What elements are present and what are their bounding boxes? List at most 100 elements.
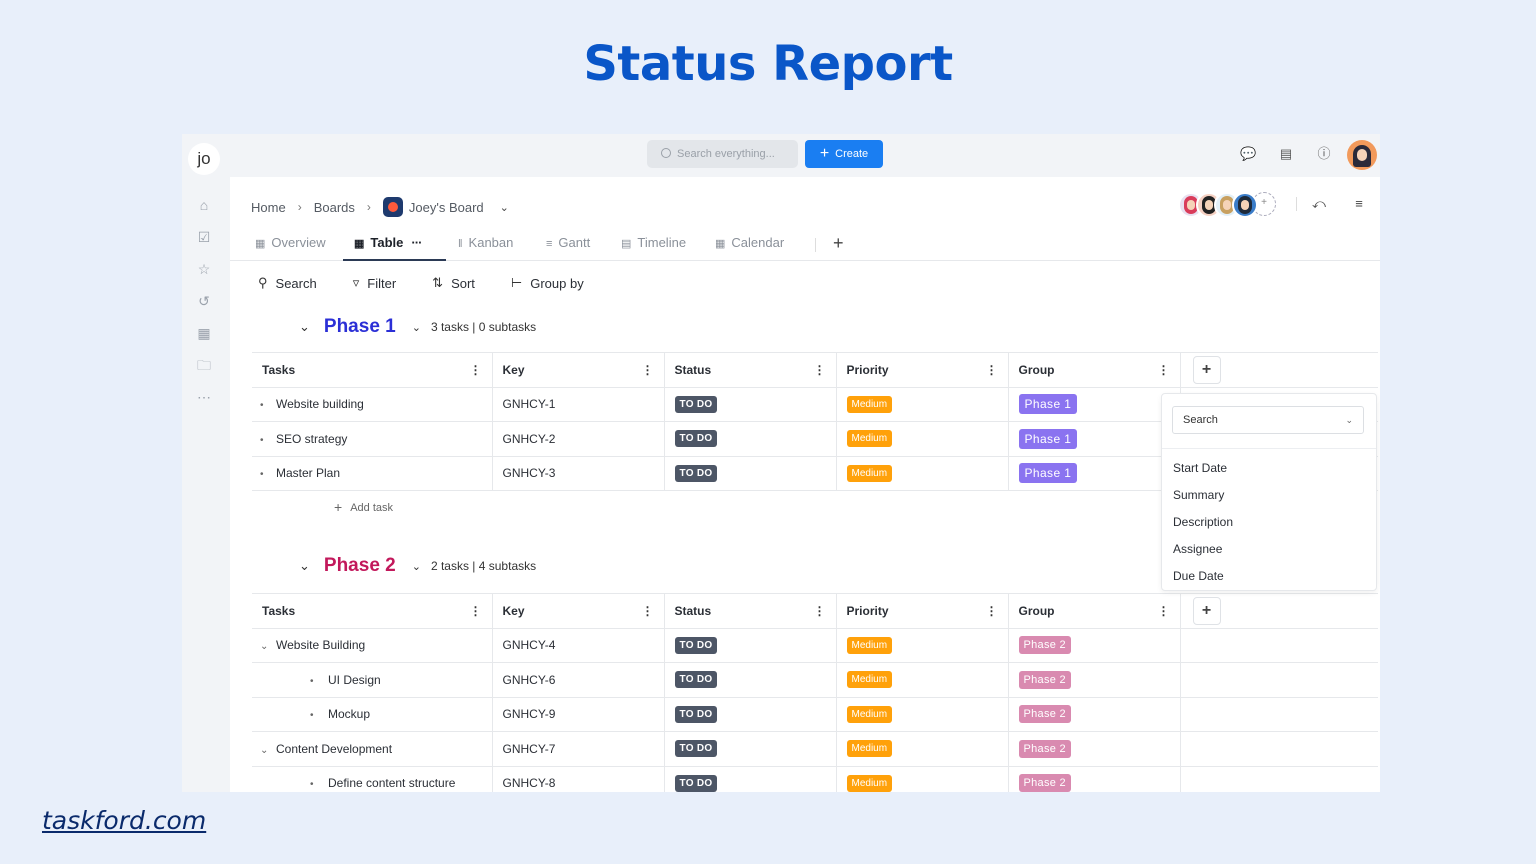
group-badge[interactable]: Phase 2 bbox=[1018, 739, 1071, 758]
share-icon[interactable]: ⤺ bbox=[1312, 196, 1326, 211]
column-header-status[interactable]: Status ⋮ bbox=[664, 593, 837, 629]
chevron-down-icon[interactable]: ⌄ bbox=[299, 319, 310, 334]
group-badge[interactable]: Phase 2 bbox=[1018, 705, 1071, 724]
priority-badge[interactable]: Medium bbox=[846, 636, 893, 654]
kebab-menu-icon[interactable]: ⋮ bbox=[1157, 603, 1170, 618]
footer-link[interactable]: taskford.com bbox=[42, 806, 207, 835]
kebab-menu-icon[interactable]: ⋮ bbox=[813, 603, 826, 618]
column-header-tasks[interactable]: Tasks ⋮ bbox=[252, 593, 493, 629]
more-icon[interactable]: ··· bbox=[411, 235, 422, 250]
group-badge[interactable]: Phase 2 bbox=[1018, 670, 1071, 689]
column-header-key[interactable]: Key ⋮ bbox=[492, 593, 665, 629]
kebab-menu-icon[interactable]: ⋮ bbox=[1157, 362, 1170, 377]
phase-2-title[interactable]: Phase 2 bbox=[323, 555, 396, 576]
priority-badge[interactable]: Medium bbox=[846, 430, 893, 448]
dropdown-item-assignee[interactable]: Assignee bbox=[1173, 542, 1223, 556]
status-badge[interactable]: TO DO bbox=[674, 395, 718, 413]
chat-icon[interactable]: 💬 bbox=[1240, 146, 1257, 161]
priority-badge[interactable]: Medium bbox=[846, 740, 893, 758]
column-header-tasks[interactable]: Tasks ⋮ bbox=[252, 352, 493, 388]
chevron-down-icon[interactable]: ⌄ bbox=[260, 744, 269, 756]
column-header-priority[interactable]: Priority ⋮ bbox=[836, 593, 1009, 629]
breadcrumb-board[interactable]: Joey's Board bbox=[408, 199, 484, 215]
filter-button[interactable]: ▿ Filter bbox=[353, 275, 396, 291]
workspace-badge[interactable]: jo bbox=[188, 143, 220, 175]
table-row[interactable]: ⌄ Content Development GNHCY-7 TO DO Mediu… bbox=[252, 731, 1378, 767]
task-name[interactable]: SEO strategy bbox=[276, 431, 348, 446]
dropdown-item-description[interactable]: Description bbox=[1173, 515, 1234, 529]
kebab-menu-icon[interactable]: ⋮ bbox=[641, 603, 654, 618]
kebab-menu-icon[interactable]: ⋮ bbox=[469, 603, 482, 618]
more-icon[interactable]: ⋯ bbox=[197, 389, 211, 405]
create-button[interactable]: + Create bbox=[805, 140, 883, 168]
dropdown-item-start-date[interactable]: Start Date bbox=[1173, 461, 1228, 475]
user-avatar[interactable] bbox=[1347, 140, 1377, 170]
status-badge[interactable]: TO DO bbox=[674, 430, 718, 448]
chevron-down-icon[interactable]: ⌄ bbox=[411, 560, 421, 573]
tab-kanban[interactable]: ‖ Kanban bbox=[458, 229, 513, 261]
home-icon[interactable]: ⌂ bbox=[199, 197, 209, 213]
tab-table[interactable]: ▦ Table ··· bbox=[343, 229, 446, 261]
task-name[interactable]: Website Building bbox=[276, 638, 366, 653]
tab-timeline[interactable]: ▤ Timeline bbox=[621, 229, 686, 261]
status-badge[interactable]: TO DO bbox=[674, 671, 718, 689]
tasks-icon[interactable]: ☑ bbox=[197, 229, 211, 245]
table-row[interactable]: ⌄ Website Building GNHCY-4 TO DO Medium P… bbox=[252, 628, 1378, 663]
group-badge[interactable]: Phase 2 bbox=[1018, 774, 1071, 792]
inbox-icon[interactable]: ▤ bbox=[1279, 146, 1293, 161]
table-row[interactable]: • UI Design GNHCY-6 TO DO Medium Phase 2 bbox=[252, 662, 1378, 698]
member-avatars[interactable]: + bbox=[1178, 192, 1276, 218]
column-header-status[interactable]: Status ⋮ bbox=[664, 352, 837, 388]
kebab-menu-icon[interactable]: ⋮ bbox=[641, 362, 654, 377]
table-row[interactable]: • Mockup GNHCY-9 TO DO Medium Phase 2 bbox=[252, 697, 1378, 732]
chevron-down-icon[interactable]: ⌄ bbox=[260, 641, 269, 653]
status-badge[interactable]: TO DO bbox=[674, 636, 718, 654]
add-task-button[interactable]: + Add task bbox=[334, 499, 393, 515]
kebab-menu-icon[interactable]: ⋮ bbox=[813, 362, 826, 377]
chevron-down-icon[interactable]: ⌄ bbox=[411, 321, 421, 334]
priority-badge[interactable]: Medium bbox=[846, 705, 893, 723]
task-name[interactable]: Content Development bbox=[276, 741, 393, 756]
status-badge[interactable]: TO DO bbox=[674, 705, 718, 723]
group-by-button[interactable]: ⊢ Group by bbox=[511, 275, 584, 291]
task-name[interactable]: Website building bbox=[276, 397, 364, 412]
breadcrumb-home[interactable]: Home bbox=[251, 199, 286, 215]
breadcrumb-boards[interactable]: Boards bbox=[313, 199, 355, 215]
task-name[interactable]: Mockup bbox=[328, 707, 371, 722]
settings-sliders-icon[interactable]: ≡ bbox=[1355, 196, 1363, 211]
priority-badge[interactable]: Medium bbox=[846, 464, 893, 482]
column-header-key[interactable]: Key ⋮ bbox=[492, 352, 665, 388]
history-icon[interactable]: ↺ bbox=[198, 293, 210, 309]
dropdown-item-summary[interactable]: Summary bbox=[1173, 488, 1225, 502]
kebab-menu-icon[interactable]: ⋮ bbox=[985, 603, 998, 618]
task-name[interactable]: Define content structure bbox=[328, 776, 456, 791]
dropdown-item-due-date[interactable]: Due Date bbox=[1173, 569, 1224, 583]
column-header-group[interactable]: Group ⋮ bbox=[1008, 593, 1181, 629]
add-column-button[interactable]: + bbox=[1192, 355, 1221, 384]
table-row[interactable]: • Define content structure GNHCY-8 TO DO … bbox=[252, 766, 1378, 792]
priority-badge[interactable]: Medium bbox=[846, 774, 893, 792]
column-header-priority[interactable]: Priority ⋮ bbox=[836, 352, 1009, 388]
tab-gantt[interactable]: ≡ Gantt bbox=[546, 229, 590, 261]
phase-1-title[interactable]: Phase 1 bbox=[323, 316, 396, 337]
board-icon[interactable]: ▦ bbox=[197, 325, 211, 341]
status-badge[interactable]: TO DO bbox=[674, 464, 718, 482]
task-name[interactable]: UI Design bbox=[328, 672, 381, 687]
chevron-down-icon[interactable]: ⌄ bbox=[499, 201, 509, 214]
task-name[interactable]: Master Plan bbox=[276, 466, 341, 481]
add-column-button[interactable]: + bbox=[1192, 596, 1221, 625]
global-search-input[interactable]: Search everything... bbox=[647, 140, 798, 168]
tab-overview[interactable]: ▦ Overview bbox=[255, 229, 326, 261]
group-badge[interactable]: Phase 1 bbox=[1018, 394, 1078, 415]
add-view-button[interactable]: + bbox=[833, 233, 844, 253]
status-badge[interactable]: TO DO bbox=[674, 774, 718, 792]
folder-icon[interactable]: 🗀 bbox=[197, 357, 211, 373]
group-badge[interactable]: Phase 1 bbox=[1018, 428, 1078, 449]
dropdown-search-input[interactable]: Search ⌄ bbox=[1172, 406, 1364, 434]
group-badge[interactable]: Phase 2 bbox=[1018, 636, 1071, 655]
status-badge[interactable]: TO DO bbox=[674, 740, 718, 758]
sort-button[interactable]: ⇅ Sort bbox=[432, 275, 475, 291]
column-header-group[interactable]: Group ⋮ bbox=[1008, 352, 1181, 388]
chevron-down-icon[interactable]: ⌄ bbox=[299, 558, 310, 573]
group-badge[interactable]: Phase 1 bbox=[1018, 463, 1078, 484]
